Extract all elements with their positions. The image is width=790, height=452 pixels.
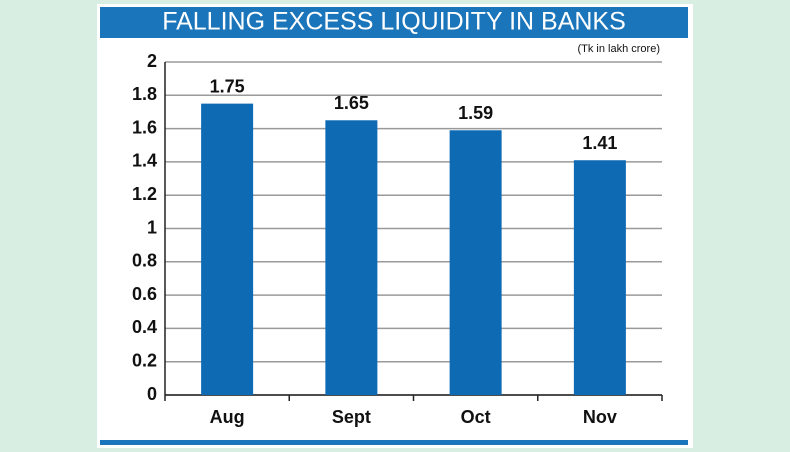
y-tick-label: 0.2 <box>132 350 157 370</box>
y-tick-label: 0.8 <box>132 251 157 271</box>
y-tick-label: 1.8 <box>132 84 157 104</box>
y-tick-label: 1.2 <box>132 184 157 204</box>
title-banner <box>100 7 688 38</box>
y-tick-label: 1.4 <box>132 151 157 171</box>
value-label: 1.65 <box>334 93 369 113</box>
value-label: 1.41 <box>582 133 617 153</box>
chart-subtitle: (Tk in lakh crore) <box>577 43 660 55</box>
bar <box>449 130 502 395</box>
bar <box>573 160 626 395</box>
bottom-stripe <box>100 440 688 445</box>
y-tick-label: 1.6 <box>132 117 157 137</box>
x-tick-label: Nov <box>583 407 617 427</box>
y-tick-label: 1 <box>147 217 157 237</box>
x-tick-label: Aug <box>210 407 245 427</box>
x-tick-label: Sept <box>332 407 371 427</box>
chart-title: FALLING EXCESS LIQUIDITY IN BANKS <box>162 8 626 36</box>
x-tick-label: Oct <box>461 407 491 427</box>
y-tick-label: 0.6 <box>132 284 157 304</box>
bar <box>325 120 378 396</box>
y-tick-label: 0 <box>147 384 157 404</box>
y-tick-label: 2 <box>147 51 157 71</box>
bar <box>201 103 254 395</box>
value-label: 1.75 <box>210 76 245 96</box>
y-tick-label: 0.4 <box>132 317 157 337</box>
value-label: 1.59 <box>458 103 493 123</box>
